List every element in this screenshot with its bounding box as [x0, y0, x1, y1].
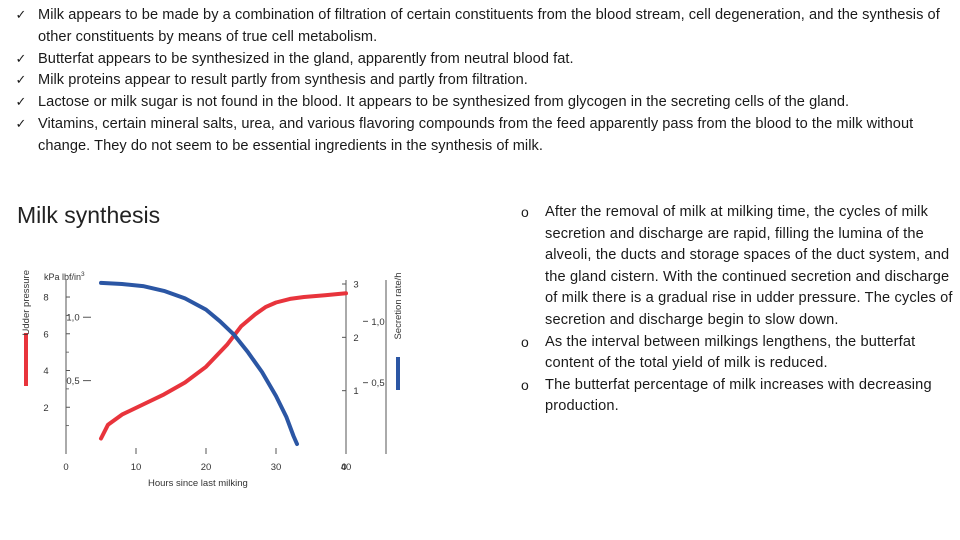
top-bullet-item: ✓ Milk proteins appear to result partly … — [0, 70, 955, 92]
checkmark-icon: ✓ — [15, 95, 27, 111]
top-bullet-text: Lactose or milk sugar is not found in th… — [38, 94, 850, 111]
right-bullet-text: After the removal of milk at milking tim… — [545, 204, 953, 328]
right-bullet-item: o As the interval between milkings lengt… — [516, 332, 956, 375]
secretion-key-bar — [396, 357, 400, 390]
right-inner-tick-label: 0,5 — [371, 378, 384, 389]
unit-left-text: kPa lbf/in — [44, 272, 81, 282]
top-bullet-text: Milk proteins appear to result partly fr… — [38, 72, 528, 89]
top-bullet-list: ✓ Milk appears to be made by a combinati… — [0, 5, 955, 158]
checkmark-icon: ✓ — [15, 8, 27, 23]
series-layer — [99, 280, 348, 446]
top-bullet-text: Milk appears to be made by a combination… — [38, 7, 940, 45]
checkmark-icon: ✓ — [15, 73, 27, 89]
top-bullet-item: ✓ Milk appears to be made by a combinati… — [0, 5, 955, 49]
circle-bullet-icon: o — [521, 204, 529, 220]
udder-pressure-line — [99, 291, 348, 441]
right-secretion-tick-label: 3 — [353, 280, 358, 291]
x-axis-tick-label: 30 — [271, 462, 282, 473]
x-axis-tick-label: 0 — [63, 462, 68, 473]
right-bullet-item: o After the removal of milk at milking t… — [516, 202, 956, 332]
circle-bullet-icon: o — [521, 376, 529, 393]
slide-title: Milk synthesis — [17, 202, 161, 228]
right-inner-tick-label: 1,0 — [371, 317, 384, 328]
checkmark-icon: ✓ — [15, 116, 27, 132]
right-bullet-item: o The butterfat percentage of milk incre… — [516, 375, 956, 418]
right-bullet-text: As the interval between milkings lengthe… — [545, 333, 916, 372]
left-lbf-tick-label: 0,5 — [66, 376, 79, 387]
x-axis-tick-label: 40 — [341, 462, 352, 473]
top-bullet-text: Vitamins, certain mineral salts, urea, a… — [38, 115, 914, 154]
left-lbf-tick-label: 1,0 — [66, 313, 79, 324]
chart-svg: Udder pressure kPa lbf/in3 Secretion rat… — [21, 270, 404, 489]
x-axis-tick-label: 10 — [131, 462, 142, 473]
unit-left-superscript: 3 — [81, 271, 85, 278]
top-bullet-item: ✓ Lactose or milk sugar is not found in … — [0, 92, 955, 114]
right-secretion-tick-label: 1 — [353, 386, 358, 397]
right-zero-tick-label: 0 — [341, 462, 346, 473]
left-kpa-tick-label: 2 — [43, 403, 48, 414]
top-bullet-item: ✓ Vitamins, certain mineral salts, urea,… — [0, 114, 955, 158]
right-bullet-text: The butterfat percentage of milk increas… — [545, 376, 932, 415]
checkmark-icon: ✓ — [15, 51, 27, 67]
left-kpa-tick-label: 8 — [43, 293, 48, 304]
xlabel: Hours since last milking — [148, 478, 248, 489]
top-bullet-text: Butterfat appears to be synthesized in t… — [38, 50, 574, 67]
udder-pressure-key-bar — [24, 333, 28, 386]
left-kpa-tick-label: 4 — [43, 366, 48, 377]
secretion-rate-line — [99, 280, 299, 446]
left-kpa-tick-label: 6 — [43, 329, 48, 340]
milk-synthesis-chart: Udder pressure kPa lbf/in3 Secretion rat… — [20, 258, 415, 494]
right-secretion-tick-label: 2 — [353, 333, 358, 344]
right-bullet-list: o After the removal of milk at milking t… — [516, 202, 956, 418]
ylabel-left: Udder pressure — [21, 270, 32, 335]
x-axis-tick-label: 20 — [201, 462, 212, 473]
ylabel-right: Secretion rate/h — [393, 272, 404, 339]
top-bullet-item: ✓ Butterfat appears to be synthesized in… — [0, 49, 955, 71]
unit-left-label: kPa lbf/in3 — [44, 271, 85, 282]
circle-bullet-icon: o — [521, 333, 529, 350]
